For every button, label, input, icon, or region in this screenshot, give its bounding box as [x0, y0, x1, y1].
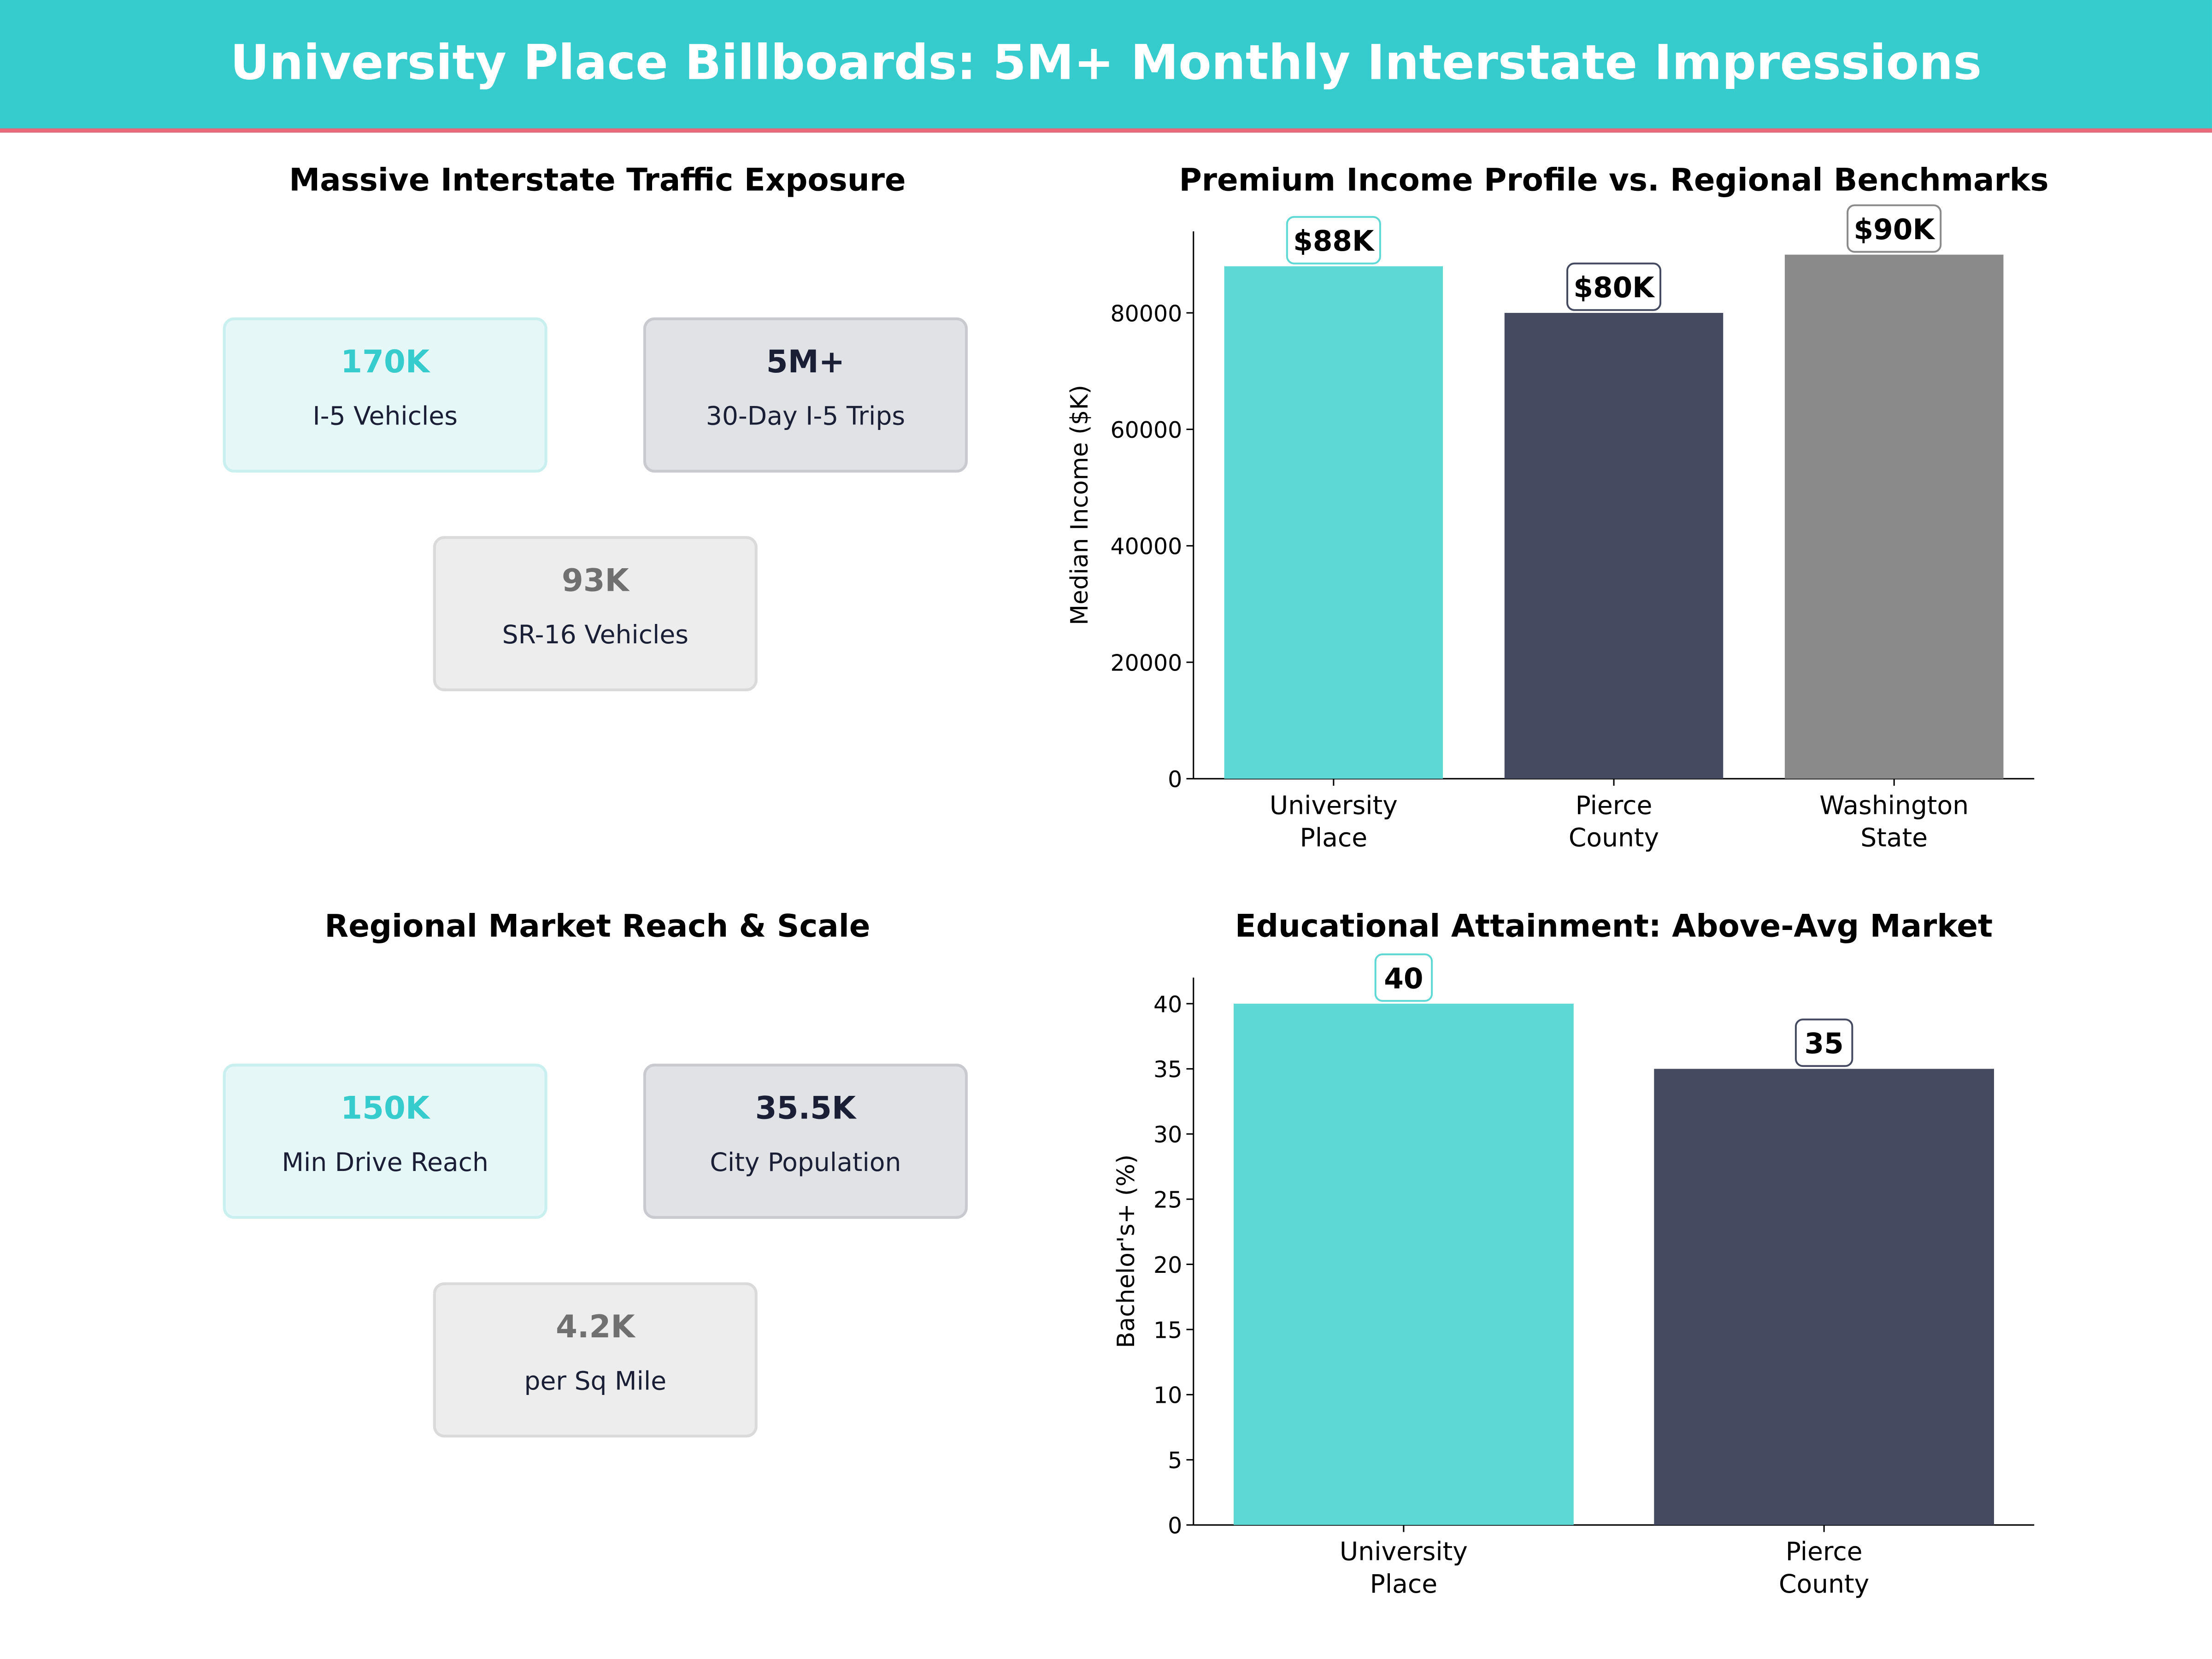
y-tick-label: 40000	[1111, 534, 1182, 560]
market-panel-title: Regional Market Reach & Scale	[324, 910, 871, 946]
stat-label: City Population	[710, 1148, 901, 1178]
x-tick-label: County	[1569, 823, 1659, 853]
bar	[1504, 312, 1724, 779]
y-tick-label: 20	[1153, 1252, 1182, 1278]
stat-label: I-5 Vehicles	[312, 402, 458, 432]
data-label: $90K	[1854, 213, 1936, 246]
x-tick-label: University	[1340, 1537, 1468, 1566]
page-title: University Place Billboards: 5M+ Monthly…	[230, 35, 1982, 92]
y-tick-label: 10	[1153, 1382, 1182, 1409]
x-tick-label: University	[1270, 790, 1398, 820]
x-tick-label: Pierce	[1576, 790, 1653, 820]
stat-label: 30-Day I-5 Trips	[706, 402, 906, 432]
stat-value: 35.5K	[755, 1092, 856, 1127]
traffic-panel-title: Massive Interstate Traffic Exposure	[289, 164, 906, 199]
x-tick-label: State	[1860, 823, 1928, 853]
y-tick-label: 0	[1168, 1513, 1182, 1539]
y-tick-label: 5	[1168, 1447, 1182, 1474]
x-tick-label: Place	[1300, 823, 1367, 853]
stat-label: per Sq Mile	[524, 1367, 667, 1397]
stat-card-city-population: 35.5K City Population	[643, 1064, 968, 1219]
y-tick-label: 25	[1153, 1187, 1182, 1213]
bar	[1654, 1069, 1994, 1525]
stat-value: 150K	[341, 1092, 430, 1127]
stat-value: 93K	[561, 564, 629, 600]
y-axis-label: Bachelor's+ (%)	[1112, 1154, 1140, 1348]
x-tick-label: Washington	[1819, 790, 1969, 820]
stat-card-drive-reach: 150K Min Drive Reach	[223, 1064, 547, 1219]
stat-label: Min Drive Reach	[282, 1148, 488, 1178]
y-tick-label: 40	[1153, 991, 1182, 1018]
stat-card-i5-vehicles: 170K I-5 Vehicles	[223, 317, 547, 473]
data-label-box	[1286, 216, 1381, 265]
header-banner: University Place Billboards: 5M+ Monthly…	[0, 0, 2212, 133]
y-tick-label: 20000	[1111, 650, 1182, 676]
data-label: 40	[1384, 962, 1423, 995]
stat-card-30-day-trips: 5M+ 30-Day I-5 Trips	[643, 317, 968, 473]
stat-card-density: 4.2K per Sq Mile	[433, 1282, 758, 1438]
bar	[1234, 1003, 1574, 1525]
x-tick-label: Place	[1370, 1569, 1437, 1599]
data-label: $80K	[1573, 271, 1655, 304]
education-chart-title: Educational Attainment: Above-Avg Market	[1235, 910, 1993, 946]
data-label-box	[1374, 953, 1433, 1002]
data-label-box	[1794, 1018, 1853, 1067]
stat-value: 5M+	[766, 345, 845, 381]
stat-value: 170K	[341, 345, 430, 381]
stat-card-sr16-vehicles: 93K SR-16 Vehicles	[433, 536, 758, 691]
stat-label: SR-16 Vehicles	[502, 620, 688, 651]
y-tick-label: 80000	[1111, 300, 1182, 327]
x-tick-label: Pierce	[1786, 1537, 1863, 1566]
bar	[1224, 266, 1443, 779]
data-label-box	[1847, 204, 1942, 253]
bar	[1784, 254, 2004, 779]
y-tick-label: 60000	[1111, 417, 1182, 443]
x-tick-label: County	[1779, 1569, 1869, 1599]
y-axis-label: Median Income ($K)	[1066, 385, 1094, 625]
income-chart-title: Premium Income Profile vs. Regional Benc…	[1179, 164, 2049, 199]
stat-value: 4.2K	[556, 1310, 635, 1346]
y-tick-label: 0	[1168, 766, 1182, 793]
data-label: 35	[1805, 1028, 1844, 1060]
y-tick-label: 30	[1153, 1122, 1182, 1148]
y-tick-label: 15	[1153, 1317, 1182, 1343]
data-label-box	[1566, 262, 1662, 311]
data-label: $88K	[1293, 225, 1375, 258]
y-tick-label: 35	[1153, 1057, 1182, 1083]
